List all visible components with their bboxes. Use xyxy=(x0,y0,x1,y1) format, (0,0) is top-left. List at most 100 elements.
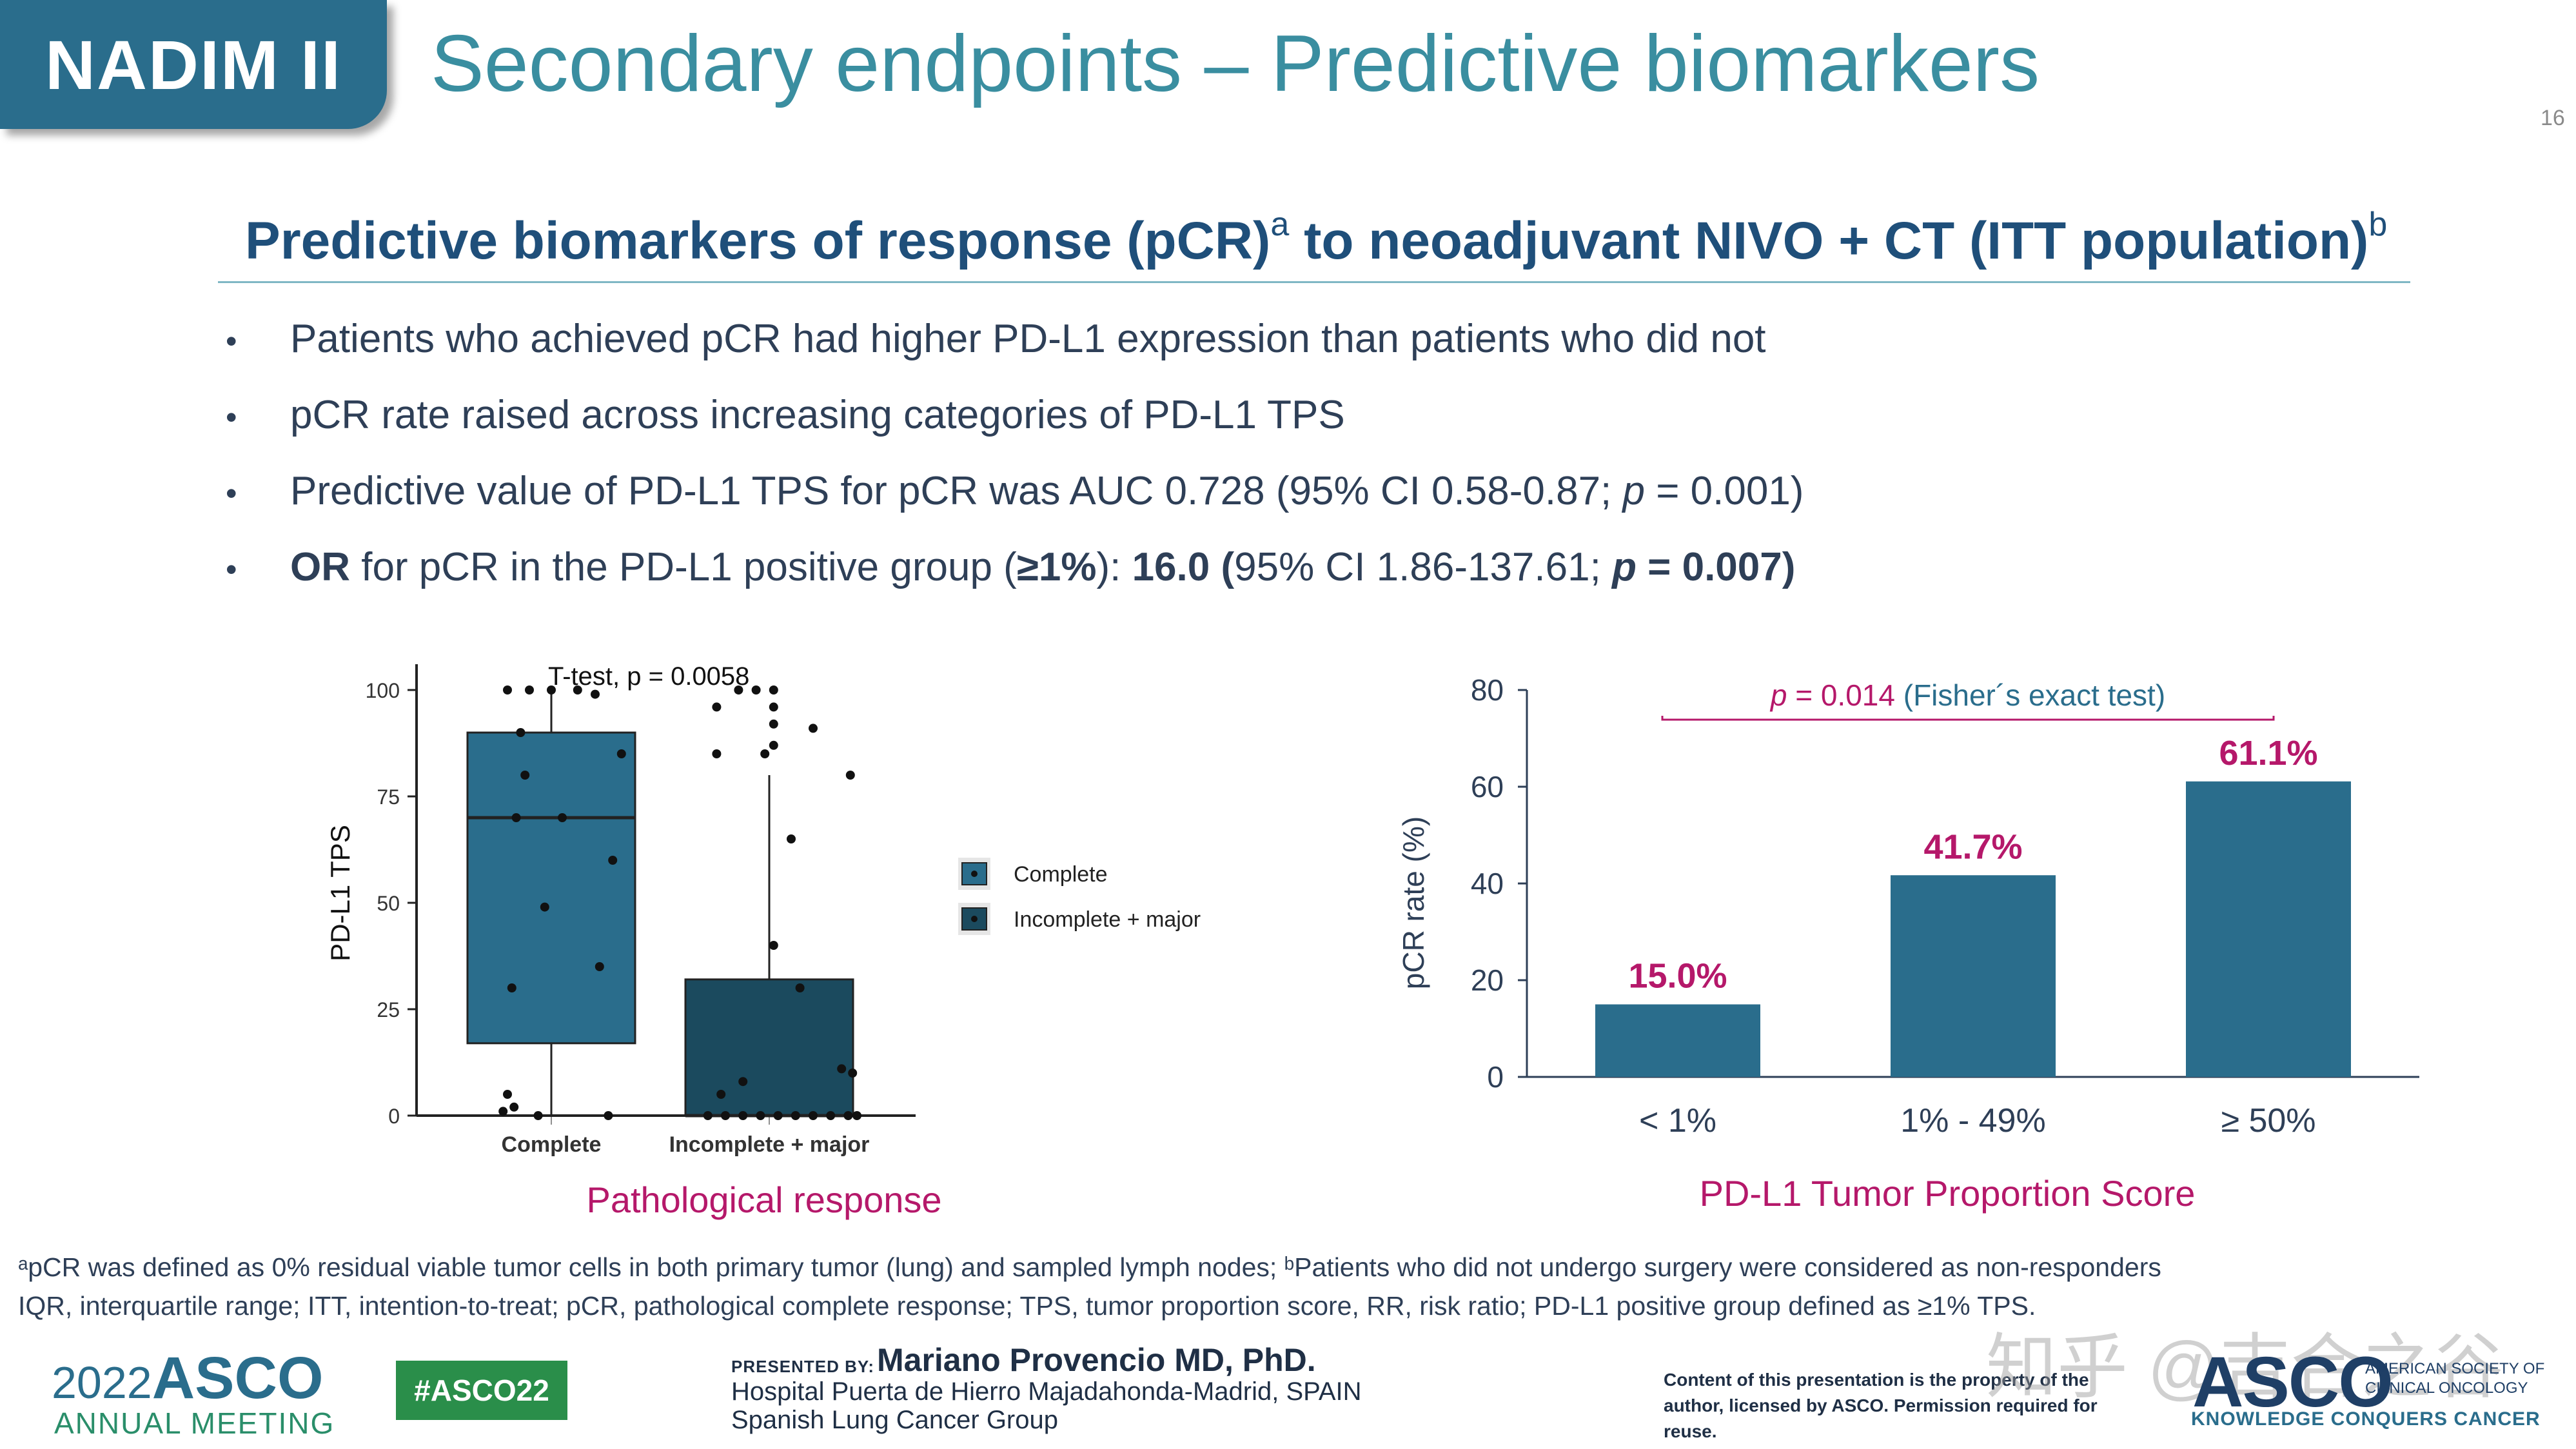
bar-chart-y-tick-label: 60 xyxy=(1471,770,1504,803)
boxplot-point xyxy=(809,1111,818,1120)
bar-chart-y-tick-label: 80 xyxy=(1471,673,1504,707)
boxplot-point xyxy=(756,1111,765,1120)
annotation-p: p xyxy=(1769,678,1787,712)
bullet-marker: • xyxy=(226,399,237,435)
bullet-list: • Patients who achieved pCR had higher P… xyxy=(226,316,2289,620)
or-value: 16.0 ( xyxy=(1132,545,1235,589)
boxplot-point xyxy=(547,685,556,695)
boxplot-point xyxy=(848,1069,858,1078)
asco-logo: ASCO xyxy=(2192,1343,2394,1422)
boxplot-point xyxy=(540,902,549,912)
p-symbol: p xyxy=(1622,469,1645,513)
boxplot-point xyxy=(591,689,600,699)
watermark: 知乎 @吉合之谷 xyxy=(1986,1328,2504,1407)
boxplot-y-tick-label: 75 xyxy=(377,785,400,809)
bullet-item: • OR for pCR in the PD-L1 positive group… xyxy=(226,544,2289,620)
boxplot-x-tick-label: Incomplete + major xyxy=(669,1132,870,1157)
bar xyxy=(1891,875,2056,1077)
meeting-logo: 2022ASCO xyxy=(52,1345,324,1412)
p-value: = 0.007) xyxy=(1636,545,1796,589)
society-line: AMERICAN SOCIETY OF xyxy=(2365,1360,2545,1377)
subtitle-divider xyxy=(218,281,2410,283)
bullet-text: Predictive value of PD-L1 TPS for pCR wa… xyxy=(290,468,1804,514)
boxplot-boxes xyxy=(466,690,854,1118)
bar xyxy=(1595,1004,1760,1077)
bullet-item: • Patients who achieved pCR had higher P… xyxy=(226,316,2289,392)
presenter-group: Spanish Lung Cancer Group xyxy=(731,1406,1058,1434)
bar-category-label: < 1% xyxy=(1639,1102,1716,1139)
boxplot-point xyxy=(769,702,778,712)
boxplot-legend: Complete Incomplete + major xyxy=(958,858,1201,935)
footnote-abbreviations: IQR, interquartile range; ITT, intention… xyxy=(18,1291,2036,1321)
boxplot-point xyxy=(738,1077,748,1087)
boxplot-point xyxy=(604,1111,613,1120)
bar-value-label: 41.7% xyxy=(1923,827,2022,866)
asco-tagline: KNOWLEDGE CONQUERS CANCER xyxy=(2191,1408,2541,1430)
boxplot-x-axis-label: Pathological response xyxy=(586,1179,941,1220)
significance-annotation: p = 0.014 (Fisher´s exact test) xyxy=(1769,678,2165,712)
boxplot-point xyxy=(498,1107,508,1116)
legend-label: Complete xyxy=(1014,862,1108,887)
meeting-asco: ASCO xyxy=(152,1345,324,1411)
boxplot-point xyxy=(787,834,796,843)
bar-chart-y-tick-label: 40 xyxy=(1471,867,1504,900)
boxplot-y-ticks: 0 25 50 75 100 xyxy=(366,679,417,1128)
or-label: OR xyxy=(290,545,350,589)
boxplot-x-ticks: Complete Incomplete + major xyxy=(502,1116,870,1157)
boxplot-point xyxy=(595,962,604,971)
boxplot-point xyxy=(703,1111,713,1120)
boxplot-point xyxy=(760,749,770,758)
boxplot-point xyxy=(525,685,534,695)
annotation-p-value: = 0.014 xyxy=(1787,678,1895,712)
bullet-text-part: 95% CI 1.86-137.61; xyxy=(1234,545,1613,589)
boxplot-x-tick-label: Complete xyxy=(502,1132,602,1157)
boxplot-point xyxy=(503,685,512,695)
bar-chart-y-ticks: 0 20 40 60 80 xyxy=(1471,673,1527,1094)
bullet-marker: • xyxy=(226,551,237,587)
bullet-text: pCR rate raised across increasing catego… xyxy=(290,393,1345,437)
boxplot-point xyxy=(608,856,618,865)
bullet-text-part: for pCR in the PD-L1 positive group ( xyxy=(350,545,1017,589)
boxplot-point xyxy=(773,1111,783,1120)
bullet-marker: • xyxy=(226,475,237,511)
annotation-test: (Fisher´s exact test) xyxy=(1895,678,2165,712)
boxplot-point xyxy=(712,749,722,758)
bar-chart-bars: 15.0% < 1% 41.7% 1% - 49% 61.1% ≥ 50% xyxy=(1595,734,2351,1139)
subtitle-sup-a: a xyxy=(1270,206,1290,243)
boxplot-box xyxy=(466,731,636,1045)
boxplot-point xyxy=(558,813,567,822)
bar xyxy=(2186,781,2351,1077)
boxplot-point xyxy=(769,685,778,695)
boxplot-point xyxy=(507,983,516,992)
boxplot-point xyxy=(533,1111,543,1120)
bar-value-label: 15.0% xyxy=(1628,957,1727,996)
boxplot-box xyxy=(684,978,854,1117)
subtitle-main: Predictive biomarkers of response (pCR) xyxy=(245,212,1271,270)
boxplot-y-tick-label: 100 xyxy=(366,679,400,702)
boxplot-point xyxy=(751,685,761,695)
society-line: CLINICAL ONCOLOGY xyxy=(2365,1379,2528,1397)
footnote-definitions: ᵃpCR was defined as 0% residual viable t… xyxy=(18,1252,2161,1282)
bar-chart-y-tick-label: 20 xyxy=(1471,963,1504,997)
boxplot-point xyxy=(852,1111,861,1120)
copyright-notice: Content of this presentation is the prop… xyxy=(1664,1370,2098,1441)
page-number: 16 xyxy=(2541,106,2565,130)
hashtag-badge: #ASCO22 xyxy=(396,1361,567,1420)
boxplot-point xyxy=(509,1102,519,1112)
significance-bracket xyxy=(1661,716,2275,721)
boxplot-point xyxy=(795,983,805,992)
boxplot-point xyxy=(791,1111,800,1120)
legend-dot xyxy=(971,871,978,877)
bullet-item: • pCR rate raised across increasing cate… xyxy=(226,392,2289,468)
boxplot-point xyxy=(809,724,818,733)
presented-by-label: PRESENTED BY: xyxy=(731,1357,874,1376)
boxplot-point xyxy=(769,941,778,950)
bullet-marker: • xyxy=(226,323,237,359)
boxplot-point xyxy=(520,771,530,780)
section-subtitle: Predictive biomarkers of response (pCR)a… xyxy=(245,205,2387,271)
p-symbol: p xyxy=(1612,545,1637,589)
boxplot-point xyxy=(843,1111,853,1120)
asco-society-name: AMERICAN SOCIETY OF CLINICAL ONCOLOGY xyxy=(2365,1359,2544,1398)
study-badge: NADIM II xyxy=(0,0,387,129)
threshold-label: ≥1% xyxy=(1016,545,1097,589)
